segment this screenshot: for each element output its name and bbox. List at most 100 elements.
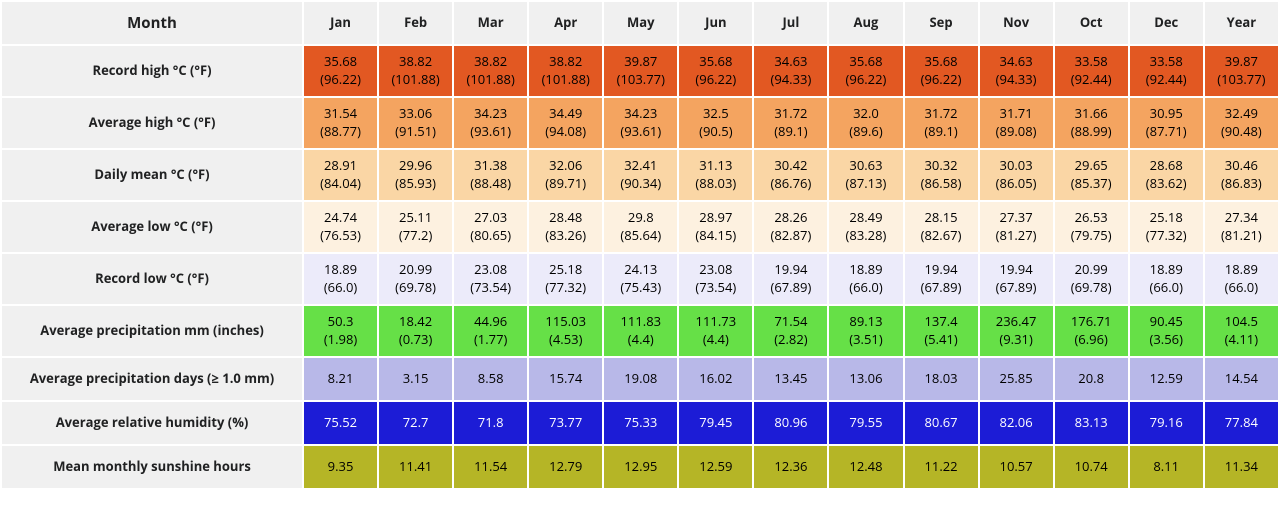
cell-primary: 39.87 (1207, 53, 1276, 71)
data-cell: 10.74 (1055, 446, 1128, 488)
cell-secondary: (90.34) (606, 175, 675, 193)
cell-secondary: (84.15) (681, 227, 750, 245)
cell-secondary: (83.26) (531, 227, 600, 245)
cell-secondary: (79.75) (1057, 227, 1126, 245)
data-cell: 80.67 (905, 402, 978, 444)
cell-primary: 30.32 (907, 157, 976, 175)
cell-primary: 31.66 (1057, 105, 1126, 123)
data-cell: 31.38(88.48) (454, 150, 527, 200)
data-cell: 13.06 (829, 358, 902, 400)
table-body: Record high °C (°F)35.68(96.22)38.82(101… (2, 46, 1278, 488)
cell-primary: 8.58 (456, 370, 525, 388)
cell-secondary: (96.22) (681, 71, 750, 89)
cell-primary: 28.97 (681, 209, 750, 227)
data-cell: 34.63(94.33) (980, 46, 1053, 96)
data-cell: 31.71(89.08) (980, 98, 1053, 148)
data-cell: 79.45 (679, 402, 752, 444)
row-label: Record low °C (°F) (2, 254, 302, 304)
cell-primary: 32.0 (831, 105, 900, 123)
data-cell: 71.54(2.82) (754, 306, 827, 356)
cell-primary: 32.49 (1207, 105, 1276, 123)
cell-primary: 176.71 (1057, 313, 1126, 331)
data-cell: 32.0(89.6) (829, 98, 902, 148)
data-cell: 23.08(73.54) (679, 254, 752, 304)
data-cell: 32.5(90.5) (679, 98, 752, 148)
cell-primary: 31.54 (306, 105, 375, 123)
data-cell: 9.35 (304, 446, 377, 488)
data-cell: 8.58 (454, 358, 527, 400)
cell-primary: 31.38 (456, 157, 525, 175)
cell-primary: 3.15 (381, 370, 450, 388)
cell-secondary: (88.77) (306, 123, 375, 141)
cell-primary: 11.54 (456, 458, 525, 476)
cell-primary: 18.89 (831, 261, 900, 279)
cell-secondary: (89.6) (831, 123, 900, 141)
data-cell: 8.21 (304, 358, 377, 400)
data-cell: 30.46(86.83) (1205, 150, 1278, 200)
cell-secondary: (66.0) (831, 279, 900, 297)
cell-secondary: (4.11) (1207, 331, 1276, 349)
cell-secondary: (93.61) (456, 123, 525, 141)
data-cell: 35.68(96.22) (905, 46, 978, 96)
cell-primary: 19.94 (907, 261, 976, 279)
data-cell: 20.99(69.78) (379, 254, 452, 304)
cell-secondary: (77.32) (1132, 227, 1201, 245)
cell-primary: 35.68 (306, 53, 375, 71)
col-head: Mar (454, 2, 527, 44)
cell-primary: 73.77 (531, 414, 600, 432)
data-cell: 29.96(85.93) (379, 150, 452, 200)
data-cell: 20.99(69.78) (1055, 254, 1128, 304)
data-cell: 29.8(85.64) (604, 202, 677, 252)
data-cell: 80.96 (754, 402, 827, 444)
cell-primary: 104.5 (1207, 313, 1276, 331)
data-cell: 28.49(83.28) (829, 202, 902, 252)
cell-secondary: (86.05) (982, 175, 1051, 193)
cell-primary: 20.99 (381, 261, 450, 279)
data-cell: 18.89(66.0) (304, 254, 377, 304)
cell-primary: 236.47 (982, 313, 1051, 331)
cell-primary: 82.06 (982, 414, 1051, 432)
data-cell: 26.53(79.75) (1055, 202, 1128, 252)
cell-primary: 32.5 (681, 105, 750, 123)
col-head: Feb (379, 2, 452, 44)
cell-primary: 29.96 (381, 157, 450, 175)
data-cell: 71.8 (454, 402, 527, 444)
data-cell: 28.68(83.62) (1130, 150, 1203, 200)
data-cell: 32.06(89.71) (529, 150, 602, 200)
data-cell: 19.08 (604, 358, 677, 400)
data-cell: 72.7 (379, 402, 452, 444)
data-cell: 28.91(84.04) (304, 150, 377, 200)
data-cell: 11.22 (905, 446, 978, 488)
data-cell: 19.94(67.89) (905, 254, 978, 304)
data-cell: 33.58(92.44) (1130, 46, 1203, 96)
data-cell: 39.87(103.77) (604, 46, 677, 96)
data-cell: 34.49(94.08) (529, 98, 602, 148)
cell-primary: 28.68 (1132, 157, 1201, 175)
cell-primary: 111.73 (681, 313, 750, 331)
cell-secondary: (85.37) (1057, 175, 1126, 193)
data-cell: 13.45 (754, 358, 827, 400)
data-cell: 18.89(66.0) (829, 254, 902, 304)
cell-primary: 23.08 (456, 261, 525, 279)
data-cell: 3.15 (379, 358, 452, 400)
data-cell: 20.8 (1055, 358, 1128, 400)
data-cell: 28.48(83.26) (529, 202, 602, 252)
cell-secondary: (67.89) (982, 279, 1051, 297)
data-cell: 25.18(77.32) (1130, 202, 1203, 252)
cell-secondary: (88.03) (681, 175, 750, 193)
cell-primary: 75.52 (306, 414, 375, 432)
data-cell: 38.82(101.88) (529, 46, 602, 96)
cell-secondary: (0.73) (381, 331, 450, 349)
data-cell: 89.13(3.51) (829, 306, 902, 356)
cell-primary: 31.71 (982, 105, 1051, 123)
data-cell: 11.34 (1205, 446, 1278, 488)
cell-primary: 72.7 (381, 414, 450, 432)
cell-primary: 8.21 (306, 370, 375, 388)
data-cell: 12.95 (604, 446, 677, 488)
cell-secondary: (69.78) (381, 279, 450, 297)
cell-primary: 71.8 (456, 414, 525, 432)
data-cell: 39.87(103.77) (1205, 46, 1278, 96)
cell-secondary: (66.0) (306, 279, 375, 297)
cell-secondary: (86.58) (907, 175, 976, 193)
cell-secondary: (93.61) (606, 123, 675, 141)
